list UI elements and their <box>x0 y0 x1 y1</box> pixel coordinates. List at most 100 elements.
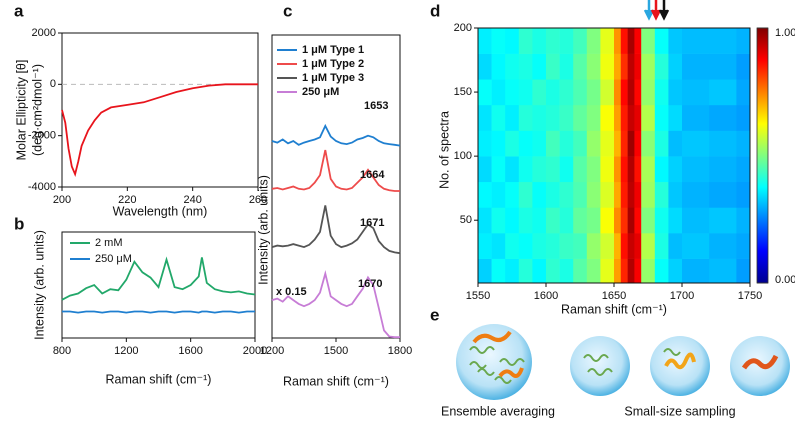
heat-cell <box>654 28 669 54</box>
heat-cell <box>600 156 615 183</box>
x-tick-label: 1700 <box>670 290 694 302</box>
heat-cell <box>532 207 547 234</box>
heat-cell <box>634 104 642 131</box>
heat-cell <box>491 104 506 131</box>
heat-cell <box>709 104 737 131</box>
heat-cell <box>573 53 588 80</box>
heat-cell <box>518 130 533 157</box>
panel-label: c <box>283 1 292 20</box>
heat-cell <box>532 156 547 183</box>
heat-cell <box>478 53 492 80</box>
x-tick-label: 1550 <box>466 290 490 302</box>
x-axis-label: Raman shift (cm⁻¹) <box>106 372 212 386</box>
y-tick-label: 200 <box>454 22 472 34</box>
heat-cell <box>478 156 492 183</box>
panel-label: e <box>430 305 439 324</box>
heat-cell <box>600 207 615 234</box>
heat-cell <box>709 181 737 208</box>
heat-cell <box>518 28 533 54</box>
heat-cell <box>532 53 547 80</box>
legend-label: 250 μM <box>302 86 339 98</box>
heat-cell <box>546 233 560 259</box>
heat-cell <box>641 181 656 208</box>
line <box>61 256 256 301</box>
heat-cell <box>546 258 560 284</box>
x-tick-label: 260 <box>249 194 267 206</box>
line <box>61 83 258 178</box>
heat-cell <box>614 156 622 183</box>
heat-cell <box>634 258 642 284</box>
heat-cell <box>627 79 635 106</box>
arrow <box>643 0 655 21</box>
heat-cell <box>532 28 547 54</box>
heat-cell <box>614 53 622 80</box>
heat-cell <box>709 53 737 80</box>
x-tick-label: 2000 <box>243 345 267 357</box>
heat-cell <box>586 53 601 80</box>
heat-cell <box>491 233 506 259</box>
aggregate <box>741 354 779 370</box>
panel-label: a <box>14 1 24 20</box>
heat-cell <box>586 130 601 157</box>
x-tick-label: 220 <box>118 194 136 206</box>
y-tick-label: 2000 <box>32 27 56 39</box>
arrow <box>650 0 662 21</box>
heat-cell <box>641 207 656 234</box>
heat-cell <box>627 233 635 259</box>
heat-cell <box>518 258 533 284</box>
peptide <box>583 354 613 376</box>
heat-cell <box>614 130 622 157</box>
y-tick-label: 50 <box>460 214 472 226</box>
annotation: 1653 <box>364 100 388 112</box>
heat-cell <box>586 156 601 183</box>
heat-cell <box>505 104 520 131</box>
x-axis-label: Raman shift (cm⁻¹) <box>283 374 389 388</box>
line <box>62 310 255 314</box>
panel: a Wavelength (nm) Molar Ellipticity [θ] (de… <box>14 1 267 218</box>
heat-cell <box>709 79 737 106</box>
heat-cell <box>559 28 574 54</box>
heat-cell <box>709 28 737 54</box>
heat-cell <box>573 156 588 183</box>
heat-cell <box>546 28 560 54</box>
panel: d Raman shift (cm⁻¹) No. of spectra 0.000 1.… <box>430 1 795 316</box>
plot-frame <box>61 32 259 188</box>
heat-cell <box>654 79 669 106</box>
heat-cell <box>627 130 635 157</box>
heat-cell <box>736 53 751 80</box>
x-tick-label: 1500 <box>324 345 348 357</box>
heat-cell <box>736 104 751 131</box>
x-tick-label: 1650 <box>602 290 626 302</box>
x-tick-label: 800 <box>53 345 71 357</box>
heat-cell <box>559 258 574 284</box>
heat-cell <box>736 207 751 234</box>
heat-cell <box>641 233 656 259</box>
heat-cell <box>491 181 506 208</box>
heat-cell <box>668 53 683 80</box>
heat-cell <box>559 79 574 106</box>
heat-cell <box>491 207 506 234</box>
heat-cell <box>620 233 628 259</box>
legend-label: 1 μM Type 2 <box>302 58 364 70</box>
heat-cell <box>586 79 601 106</box>
heat-cell <box>505 28 520 54</box>
x-axis-label: Raman shift (cm⁻¹) <box>561 302 667 316</box>
heat-cell <box>546 207 560 234</box>
heat-cell <box>627 28 635 54</box>
heat-cell <box>709 207 737 234</box>
heat-cell <box>620 181 628 208</box>
heat-cell <box>518 181 533 208</box>
heat-cell <box>620 104 628 131</box>
heat-cell <box>736 156 751 183</box>
heat-cell <box>600 104 615 131</box>
heat-cell <box>614 207 622 234</box>
annotation: 1664 <box>360 169 385 181</box>
annotation: 1671 <box>360 217 384 229</box>
y-axis-label: Molar Ellipticity [θ] <box>14 60 28 161</box>
heat-cell <box>634 233 642 259</box>
legend-label: 1 μM Type 1 <box>302 44 364 56</box>
heat-cell <box>491 156 506 183</box>
x-tick-label: 200 <box>53 194 71 206</box>
panel-e: e Ensemble averaging Small-size sampling <box>430 305 790 418</box>
colorbar-label: 0.000 <box>775 274 795 286</box>
